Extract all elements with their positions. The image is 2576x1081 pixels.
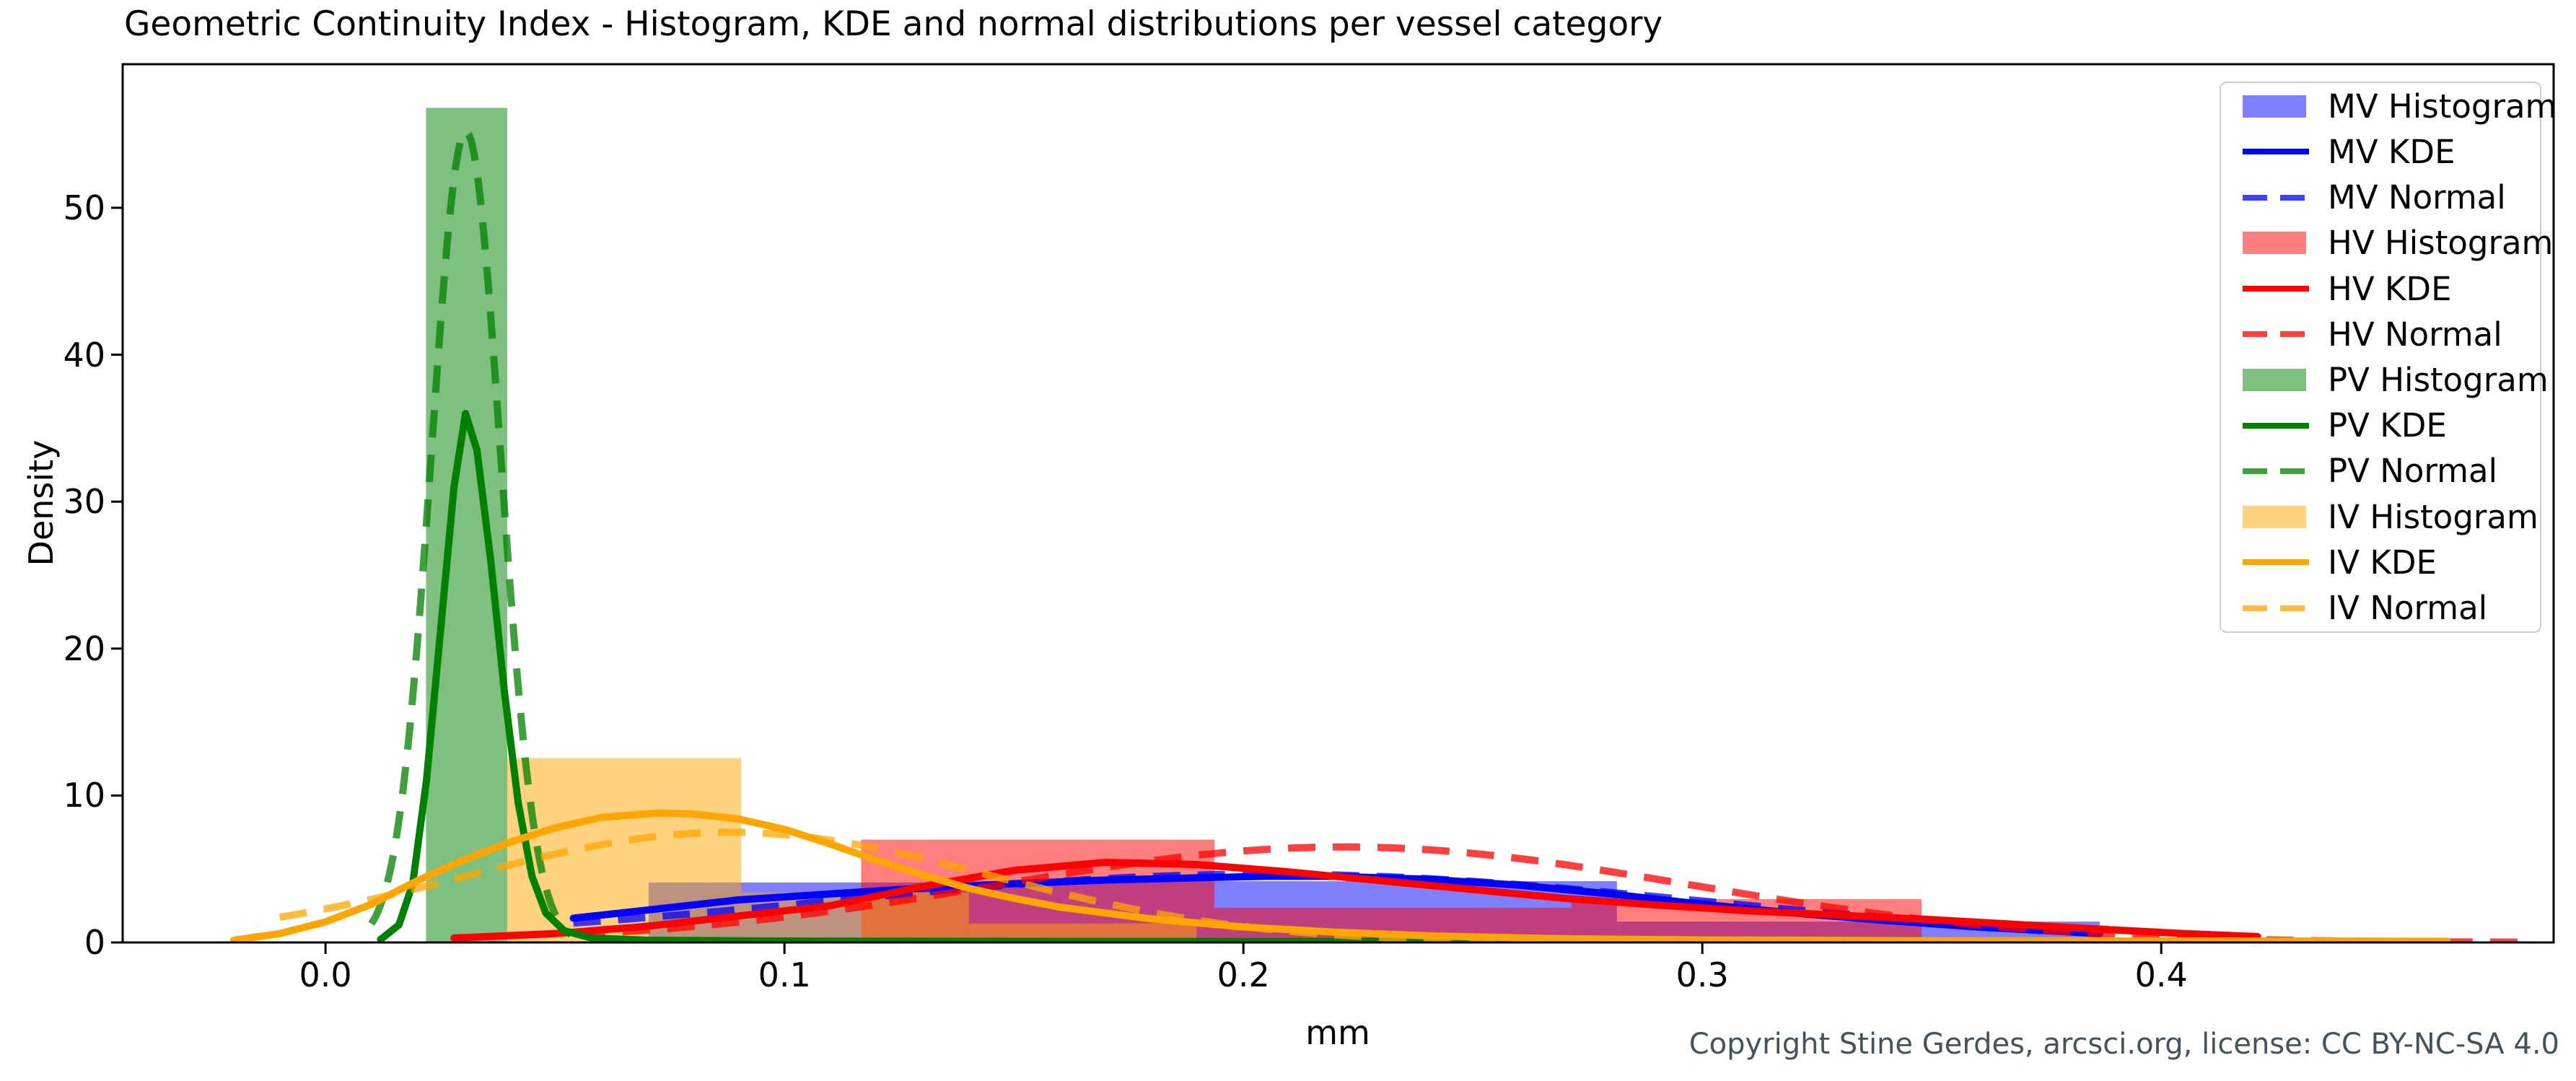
pv-kde-curve	[377, 410, 1600, 942]
axes-spines	[121, 63, 2555, 944]
legend-row: MV Normal	[2221, 175, 2540, 220]
legend-label: HV Normal	[2328, 315, 2502, 354]
legend-row: HV Histogram	[2221, 221, 2553, 266]
y-tick-label: 0	[84, 923, 105, 962]
normal-dash-swatch	[2243, 194, 2309, 201]
normal-dash-swatch	[2243, 331, 2309, 338]
legend-swatch-dash-icon	[2243, 331, 2309, 338]
y-tick-label: 30	[63, 482, 105, 522]
legend-row: MV Histogram	[2221, 84, 2557, 128]
legend-row: IV Histogram	[2221, 494, 2540, 539]
kde-line-swatch	[2243, 422, 2309, 429]
pv-normal-curve	[368, 128, 574, 938]
legend-row: PV KDE	[2221, 403, 2540, 448]
pv-histogram-bars	[426, 108, 507, 942]
legend-swatch-dash-icon	[2243, 194, 2309, 201]
copyright-text: Copyright Stine Gerdes, arcsci.org, lice…	[1688, 1028, 2559, 1061]
x-tick-label: 0.3	[1675, 955, 1729, 994]
legend-label: MV KDE	[2328, 132, 2455, 171]
legend-label: MV Normal	[2328, 178, 2506, 217]
kde-line-swatch	[2243, 559, 2309, 566]
iv-normal-curve	[279, 828, 1703, 942]
legend-row: IV Normal	[2221, 586, 2540, 631]
histogram-swatch	[2243, 95, 2306, 118]
legend-label: PV Normal	[2328, 452, 2498, 491]
histogram-swatch	[2243, 232, 2306, 255]
legend-label: HV KDE	[2328, 269, 2452, 308]
x-tick-label: 0.4	[2134, 955, 2188, 994]
legend-swatch-patch-icon	[2243, 95, 2309, 118]
legend-row: IV KDE	[2221, 540, 2540, 585]
histogram-swatch	[2243, 505, 2306, 528]
legend-row: MV KDE	[2221, 129, 2540, 174]
legend-swatch-patch-icon	[2243, 369, 2309, 392]
legend-swatch-dash-icon	[2243, 605, 2309, 611]
legend-swatch-patch-icon	[2243, 232, 2309, 255]
legend-swatch-patch-icon	[2243, 505, 2309, 528]
legend-label: HV Histogram	[2328, 224, 2554, 263]
legend-row: HV KDE	[2221, 266, 2540, 311]
y-tick-label: 50	[63, 188, 105, 227]
hv-kde-curve	[450, 859, 2261, 942]
legend: MV Histogram MV KDE MV Normal HV Histogram H…	[2220, 82, 2557, 633]
iv-kde-curve	[229, 809, 2451, 942]
histogram-swatch	[2243, 369, 2306, 392]
y-tick-label: 20	[63, 629, 105, 668]
kde-line-swatch	[2243, 149, 2309, 155]
x-axis-label: mm	[1305, 1013, 1370, 1052]
legend-label: IV Histogram	[2328, 497, 2538, 536]
chart-title: Geometric Continuity Index - Histogram, …	[124, 4, 1663, 44]
kde-line-swatch	[2243, 286, 2309, 292]
legend-label: PV KDE	[2328, 406, 2447, 445]
legend-row: HV Normal	[2221, 312, 2540, 356]
legend-swatch-line-icon	[2243, 422, 2309, 429]
normal-dash-swatch	[2243, 605, 2309, 611]
plot-area	[229, 108, 2520, 942]
legend-label: PV Histogram	[2328, 361, 2549, 400]
legend-label: IV KDE	[2328, 543, 2437, 582]
normal-dash-swatch	[2243, 468, 2309, 474]
legend-swatch-line-icon	[2243, 149, 2309, 155]
legend-label: IV Normal	[2328, 589, 2488, 628]
tick-marks	[111, 206, 2163, 954]
legend-row: PV Normal	[2221, 449, 2540, 494]
x-tick-label: 0.0	[299, 955, 352, 994]
legend-label: MV Histogram	[2328, 87, 2557, 126]
legend-row: PV Histogram	[2221, 358, 2549, 403]
pv-hist-bar	[426, 108, 507, 942]
y-tick-label: 40	[63, 335, 105, 375]
x-tick-label: 0.1	[758, 955, 811, 994]
y-tick-label: 10	[63, 776, 105, 815]
legend-swatch-line-icon	[2243, 286, 2309, 292]
legend-swatch-line-icon	[2243, 559, 2309, 566]
x-tick-label: 0.2	[1217, 955, 1270, 994]
legend-swatch-dash-icon	[2243, 468, 2309, 474]
